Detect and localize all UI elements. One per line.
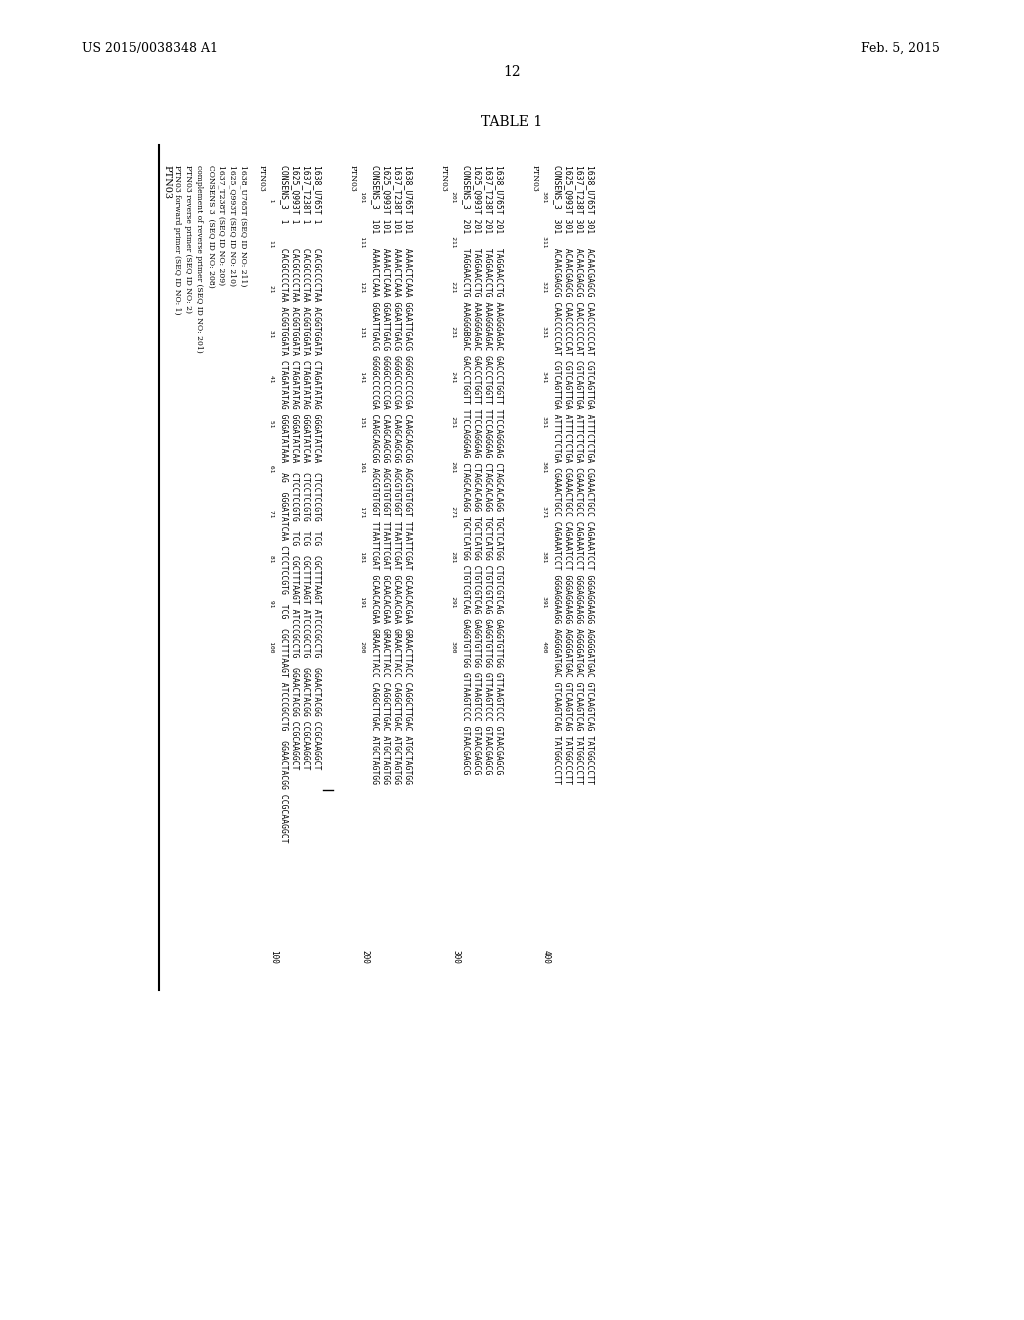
Text: 301         311         321         331         341         351         361     : 301 311 321 331 341 351 361 (542, 165, 547, 652)
Text: PTN03 reverse primer (SEQ ID NO: 2): PTN03 reverse primer (SEQ ID NO: 2) (184, 165, 193, 313)
Text: PTN03: PTN03 (440, 165, 449, 191)
Text: 1637_T238T 101   AAAACTCAAA GGAATTGACG GGGGCCCCCGA CAAGCAGCGG AGCGTGTGGT TTAATTC: 1637_T238T 101 AAAACTCAAA GGAATTGACG GGG… (393, 165, 402, 784)
Text: 1638_U765T (SEQ ID NO: 211): 1638_U765T (SEQ ID NO: 211) (240, 165, 248, 286)
Text: PTN03: PTN03 (349, 165, 357, 191)
Text: 1625_Q993T 1     CACGCCCCTAA ACGGTGGATA CTAGATATAG GGGATATCAA  CTCCTCCGTG  TCG  : 1625_Q993T 1 CACGCCCCTAA ACGGTGGATA CTAG… (291, 165, 300, 770)
Text: 1637_T238T 201   TAGGAACCTG AAAGGGAGAC GACCCTGGTT TTCCAGGGAG CTAGCACAGG TGCTCATG: 1637_T238T 201 TAGGAACCTG AAAGGGAGAC GAC… (484, 165, 493, 775)
Text: Feb. 5, 2015: Feb. 5, 2015 (861, 42, 940, 55)
Text: 400: 400 (542, 950, 551, 964)
Text: 101         111         121         131         141         151         161     : 101 111 121 131 141 151 161 (360, 165, 365, 652)
Text: 12: 12 (503, 65, 521, 79)
Text: PTN03: PTN03 (258, 165, 266, 191)
Text: 1625_Q993T 301   ACAACGAGCG CAACCCCCCAT CGTCAGTTGA ATTTCTCTGA CGAAACTGCC CAGAAAT: 1625_Q993T 301 ACAACGAGCG CAACCCCCCAT CG… (564, 165, 573, 784)
Text: 1637_T238T 1     CACGCCCCTAA ACGGTGGATA CTAGATATAG GGGATATCAA  CTCCTCCGTG  TCG  : 1637_T238T 1 CACGCCCCTAA ACGGTGGATA CTAG… (302, 165, 311, 770)
Text: PTN03 forward primer (SEQ ID NO: 1): PTN03 forward primer (SEQ ID NO: 1) (173, 165, 181, 314)
Text: CONSENS_3  101   AAAACTCAAA GGAATTGACG GGGGCCCCCGA CAAGCAGCGG AGCGTGTGGT TTAATTC: CONSENS_3 101 AAAACTCAAA GGAATTGACG GGGG… (371, 165, 380, 784)
Text: 1625_Q993T 201   TAGGAACCTG AAAGGGAGAC GACCCTGGTT TTCCAGGGAG CTAGCACAGG TGCTCATG: 1625_Q993T 201 TAGGAACCTG AAAGGGAGAC GAC… (473, 165, 482, 775)
Text: 300: 300 (451, 950, 460, 964)
Text: CONSENS_3  1     CACGCCCCTAA ACGGTGGATA CTAGATATAG GGGATATAAA  AG  GGGATATCAA CT: CONSENS_3 1 CACGCCCCTAA ACGGTGGATA CTAGA… (280, 165, 289, 842)
Text: 1638_U765T 301   ACAACGAGCG CAACCCCCCAT CGTCAGTTGA ATTTCTCTGA CGAAACTGCC CAGAAAT: 1638_U765T 301 ACAACGAGCG CAACCCCCCAT CG… (586, 165, 595, 784)
Text: 1638_U765T 201   TAGGAACCTG AAAGGGAGAC GACCCTGGTT TTCCAGGGAG CTAGCACAGG TGCTCATG: 1638_U765T 201 TAGGAACCTG AAAGGGAGAC GAC… (495, 165, 504, 775)
Text: PTN03: PTN03 (162, 165, 171, 199)
Text: CONSENS_3  201   TAGGAACCTG AAAGGGBGAC GACCCTGGTT TTCCAGGGAG CTAGCACAGG TGCTCATG: CONSENS_3 201 TAGGAACCTG AAAGGGBGAC GACC… (462, 165, 471, 775)
Text: 1          11          21          31          41          51          61       : 1 11 21 31 41 51 61 (269, 165, 274, 652)
Text: CONSENS 3  (SEQ ID NO: 208): CONSENS 3 (SEQ ID NO: 208) (207, 165, 215, 288)
Text: TABLE 1: TABLE 1 (481, 115, 543, 129)
Text: US 2015/0038348 A1: US 2015/0038348 A1 (82, 42, 218, 55)
Text: 201         211         221         231         241         251         261     : 201 211 221 231 241 251 261 (451, 165, 456, 652)
Text: 1637_T238T 301   ACAACGAGCG CAACCCCCCAT CGTCAGTTGA ATTTCTCTGA CGAAACTGCC CAGAAAT: 1637_T238T 301 ACAACGAGCG CAACCCCCCAT CG… (575, 165, 584, 784)
Text: 1625_Q993T 101   AAAACTCAAA GGAATTGACG GGGGCCCCCGA CAAGCAGCGG AGCGTGTGGT TTAATTC: 1625_Q993T 101 AAAACTCAAA GGAATTGACG GGG… (382, 165, 391, 784)
Text: complement of reverse primer (SEQ ID NO: 201): complement of reverse primer (SEQ ID NO:… (195, 165, 203, 352)
Text: PTN03: PTN03 (531, 165, 539, 191)
Text: 100: 100 (269, 950, 278, 964)
Text: 1638_U765T 1     CACGCCCCTAA ACGGTGGATA CTAGATATAG GGGATATCAA  CTCCTCCGTG  TCG  : 1638_U765T 1 CACGCCCCTAA ACGGTGGATA CTAG… (313, 165, 322, 770)
Text: 200: 200 (360, 950, 369, 964)
Text: CONSENS_3  301   ACAACGAGCG CAACCCCCCAT CGTCAGTTGA ATTTCTCTGA CGAAACTGCC CAGAAAT: CONSENS_3 301 ACAACGAGCG CAACCCCCCAT CGT… (553, 165, 562, 784)
Text: 1638_U765T 101   AAAACTCAAA GGAATTGACG GGGGCCCCCGA CAAGCAGCGG AGCGTGTGGT TTAATTC: 1638_U765T 101 AAAACTCAAA GGAATTGACG GGG… (404, 165, 413, 784)
Text: 1625_Q993T (SEQ ID NO: 210): 1625_Q993T (SEQ ID NO: 210) (229, 165, 237, 286)
Text: 1637_T238T (SEQ ID NO: 209): 1637_T238T (SEQ ID NO: 209) (218, 165, 226, 285)
